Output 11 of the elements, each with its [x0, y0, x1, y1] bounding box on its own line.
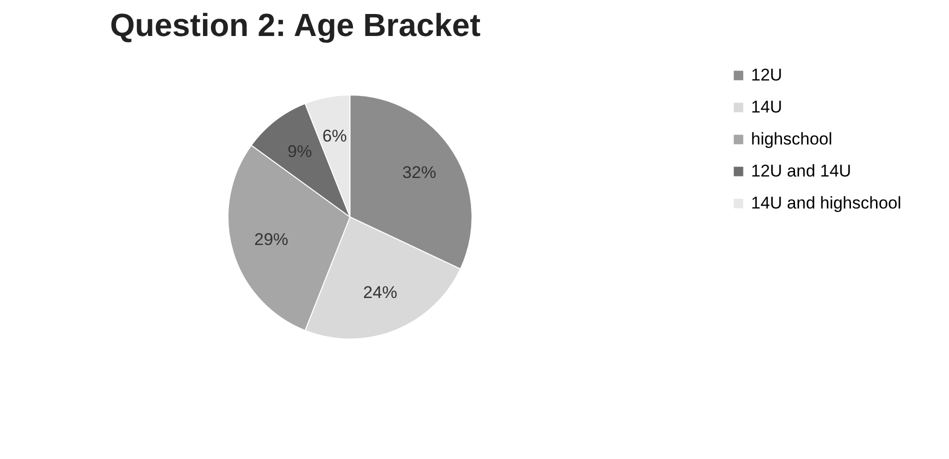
data-label: 24%: [363, 283, 398, 302]
legend-label: 14U: [751, 98, 782, 116]
legend-label: 12U and 14U: [751, 162, 852, 180]
legend-label: highschool: [751, 130, 832, 148]
legend-label: 12U: [751, 66, 782, 84]
legend-label: 14U and highschool: [751, 194, 902, 212]
data-label: 6%: [322, 126, 347, 146]
data-label: 29%: [254, 230, 288, 249]
data-label: 32%: [402, 163, 436, 182]
chart-title: Question 2: Age Bracket: [110, 7, 481, 43]
data-label: 9%: [287, 142, 312, 162]
